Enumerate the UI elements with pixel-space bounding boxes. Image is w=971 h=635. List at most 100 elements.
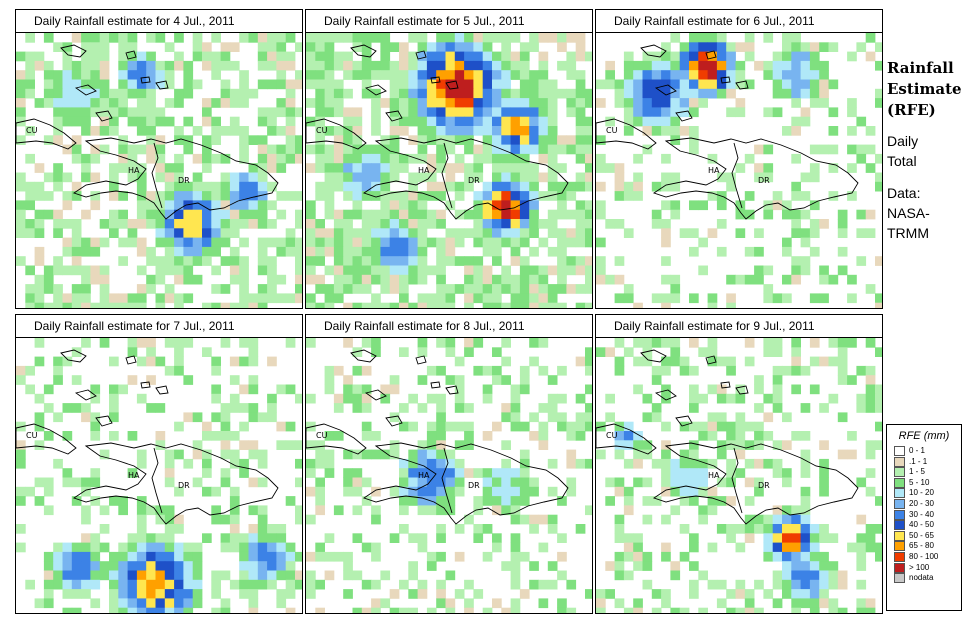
rainfall-cell — [361, 274, 372, 285]
rainfall-cell — [324, 533, 335, 543]
rainfall-cell — [324, 181, 335, 192]
rainfall-cell — [464, 126, 474, 136]
rainfall-cell — [473, 496, 484, 506]
rainfall-cell — [285, 107, 296, 118]
rainfall-cell — [202, 209, 212, 220]
rainfall-cell — [538, 421, 549, 432]
rainfall-cell — [707, 33, 718, 43]
rainfall-cell — [464, 33, 474, 43]
rainfall-cell — [670, 505, 681, 516]
rainfall-cell — [90, 98, 101, 108]
rainfall-cell — [211, 486, 221, 497]
rainfall-cell — [90, 191, 101, 201]
rainfall-cell — [192, 412, 203, 423]
rainfall-cell — [211, 412, 221, 423]
rainfall-cell — [473, 338, 484, 348]
rainfall-cell — [689, 440, 699, 450]
rainfall-cell — [809, 200, 820, 211]
rainfall-cell — [791, 265, 801, 276]
rainfall-cell — [585, 265, 592, 276]
rainfall-cell — [482, 153, 493, 164]
rainfall-cell — [473, 256, 484, 266]
rainfall-cell — [267, 79, 277, 90]
rainfall-cell — [90, 70, 101, 80]
rainfall-cell — [267, 181, 277, 192]
rainfall-cell — [99, 79, 110, 90]
rainfall-cell — [136, 51, 147, 62]
rainfall-cell — [510, 514, 521, 525]
rainfall-cell — [118, 579, 128, 590]
rainfall-cell — [538, 135, 549, 145]
rainfall-cell — [81, 163, 91, 173]
rainfall-cell — [754, 421, 764, 432]
rainfall-cell — [71, 477, 82, 488]
rainfall-cell — [510, 172, 521, 183]
rainfall-cell — [819, 293, 829, 304]
rainfall-cell — [519, 98, 530, 108]
rainfall-cell — [16, 98, 26, 108]
rainfall-cell — [333, 284, 344, 294]
rainfall-cell — [136, 524, 147, 534]
rainfall-cell — [371, 88, 381, 99]
rainfall-cell — [389, 60, 400, 71]
rainfall-cell — [136, 88, 147, 99]
rainfall-cell — [174, 135, 184, 145]
rainfall-cell — [575, 153, 586, 164]
info-title-line2: Estimate — [887, 80, 962, 98]
rainfall-cell — [791, 228, 801, 238]
rainfall-cell — [352, 237, 363, 248]
rainfall-cell — [389, 191, 400, 201]
rainfall-cell — [248, 403, 259, 413]
rainfall-cell — [155, 579, 166, 590]
rainfall-cell — [436, 144, 446, 155]
rainfall-cell — [257, 284, 268, 294]
island-coastline — [445, 80, 459, 90]
rainfall-cell — [211, 209, 221, 220]
rainfall-cell — [333, 98, 344, 108]
rainfall-cell — [445, 458, 456, 469]
rainfall-cell — [164, 163, 175, 173]
rainfall-cell — [53, 579, 63, 590]
rainfall-cell — [71, 561, 82, 571]
rainfall-cell — [473, 88, 484, 99]
rainfall-cell — [239, 533, 249, 543]
rainfall-cell — [633, 551, 643, 562]
rainfall-cell — [211, 431, 221, 441]
rainfall-cell — [510, 70, 521, 80]
rainfall-cell — [492, 219, 502, 229]
rainfall-cell — [800, 265, 811, 276]
rainfall-cell — [62, 579, 73, 590]
rainfall-cell — [501, 440, 511, 450]
rainfall-cell — [623, 181, 634, 192]
rainfall-cell — [800, 237, 811, 248]
rainfall-cell — [585, 163, 592, 173]
rainfall-cell — [519, 107, 530, 118]
rainfall-cell — [295, 274, 302, 285]
rainfall-cell — [229, 533, 240, 543]
rainfall-cell — [426, 505, 437, 516]
rainfall-cell — [633, 70, 643, 80]
rainfall-cell — [389, 246, 400, 257]
rainfall-cell — [71, 496, 82, 506]
rainfall-cell — [155, 163, 166, 173]
rainfall-cell — [614, 598, 625, 609]
rainfall-cell — [633, 431, 643, 441]
island-coastline — [445, 385, 459, 395]
rainfall-cell — [633, 440, 643, 450]
rainfall-map-panel: Daily Rainfall estimate for 8 Jul., 2011… — [305, 314, 593, 614]
rainfall-cell — [295, 219, 302, 229]
rainfall-cell — [464, 107, 474, 118]
hispaniola-coastline — [362, 137, 569, 220]
rainfall-cell — [670, 70, 681, 80]
rainfall-cell — [295, 579, 302, 590]
rainfall-cell — [285, 144, 296, 155]
rainfall-cell — [315, 237, 325, 248]
rainfall-cell — [99, 524, 110, 534]
rainfall-cell — [436, 496, 446, 506]
rainfall-cell — [642, 347, 653, 357]
rainfall-cell — [510, 126, 521, 136]
rainfall-cell — [90, 274, 101, 285]
rainfall-cell — [670, 60, 681, 71]
rainfall-cell — [445, 237, 456, 248]
